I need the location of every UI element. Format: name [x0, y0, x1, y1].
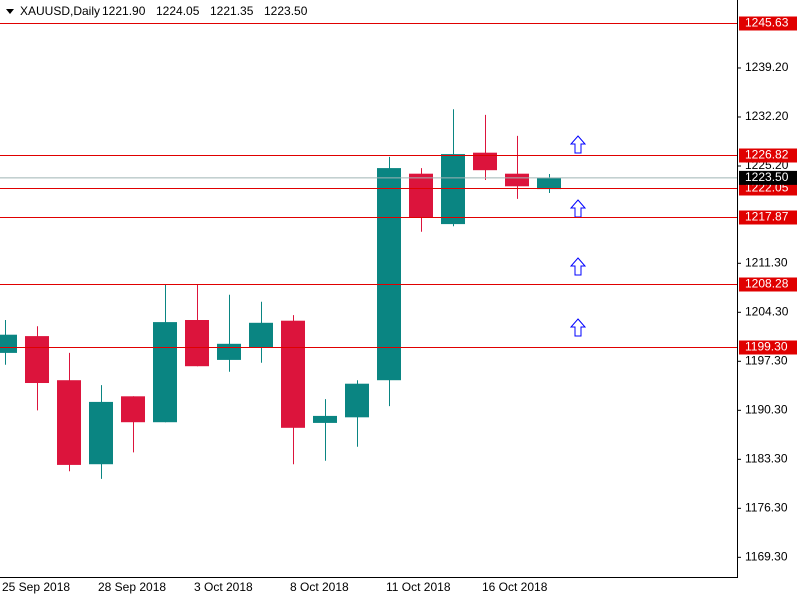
- x-tick-label: 11 Oct 2018: [386, 580, 451, 594]
- candle-body: [473, 152, 497, 171]
- current-price-box: [739, 170, 797, 185]
- candle-body: [217, 343, 241, 360]
- candle-body: [345, 383, 369, 418]
- y-tick-label: 1176.30: [745, 500, 788, 514]
- level-label-box: [739, 340, 797, 355]
- y-tick-label: 1239.20: [745, 60, 789, 74]
- level-label-box: [739, 16, 797, 31]
- candle-body: [0, 334, 17, 353]
- y-tick-label: 1232.20: [745, 109, 789, 123]
- candle-body: [153, 322, 177, 423]
- candle-body: [313, 415, 337, 423]
- y-tick-label: 1169.30: [745, 549, 788, 563]
- ohlc-high: 1224.05: [156, 4, 200, 18]
- y-tick-label: 1211.30: [745, 255, 788, 269]
- candle-body: [377, 168, 401, 381]
- ohlc-open: 1221.90: [102, 4, 146, 18]
- x-tick-label: 3 Oct 2018: [194, 580, 253, 594]
- candle-body: [89, 401, 113, 465]
- y-tick-label: 1204.30: [745, 304, 789, 318]
- ohlc-close: 1223.50: [264, 4, 308, 18]
- candle-body: [121, 396, 145, 423]
- level-label: 1226.82: [745, 148, 789, 162]
- x-tick-label: 16 Oct 2018: [482, 580, 548, 594]
- header-triangle: [6, 9, 14, 14]
- x-tick-label: 8 Oct 2018: [290, 580, 349, 594]
- level-label-box: [739, 210, 797, 225]
- y-tick-label: 1190.30: [745, 402, 788, 416]
- level-label-box: [739, 181, 797, 196]
- candle-body: [25, 336, 49, 384]
- level-label: 1199.30: [745, 340, 788, 354]
- level-label-box: [739, 148, 797, 163]
- ohlc-low: 1221.35: [210, 4, 254, 18]
- candle-body: [441, 154, 465, 225]
- candle-body: [57, 380, 81, 465]
- x-tick-label: 25 Sep 2018: [2, 580, 70, 594]
- up-arrow: [569, 257, 587, 276]
- up-arrow: [569, 318, 587, 337]
- up-arrow: [569, 135, 587, 154]
- x-tick-label: 28 Sep 2018: [98, 580, 166, 594]
- candle-body: [249, 322, 273, 348]
- level-label: 1217.87: [745, 210, 789, 224]
- current-price-label: 1223.50: [745, 170, 789, 184]
- y-tick-label: 1183.30: [745, 451, 788, 465]
- y-tick-label: 1197.30: [745, 353, 788, 367]
- level-label: 1208.28: [745, 277, 789, 291]
- candle-body: [409, 173, 433, 218]
- level-label-box: [739, 277, 797, 292]
- arrows: [569, 135, 587, 337]
- level-label: 1245.63: [745, 16, 789, 30]
- candle-body: [505, 173, 529, 187]
- candle-body: [281, 320, 305, 428]
- symbol: XAUUSD,Daily: [20, 4, 100, 18]
- candle-body: [537, 177, 561, 190]
- candle-body: [185, 320, 209, 367]
